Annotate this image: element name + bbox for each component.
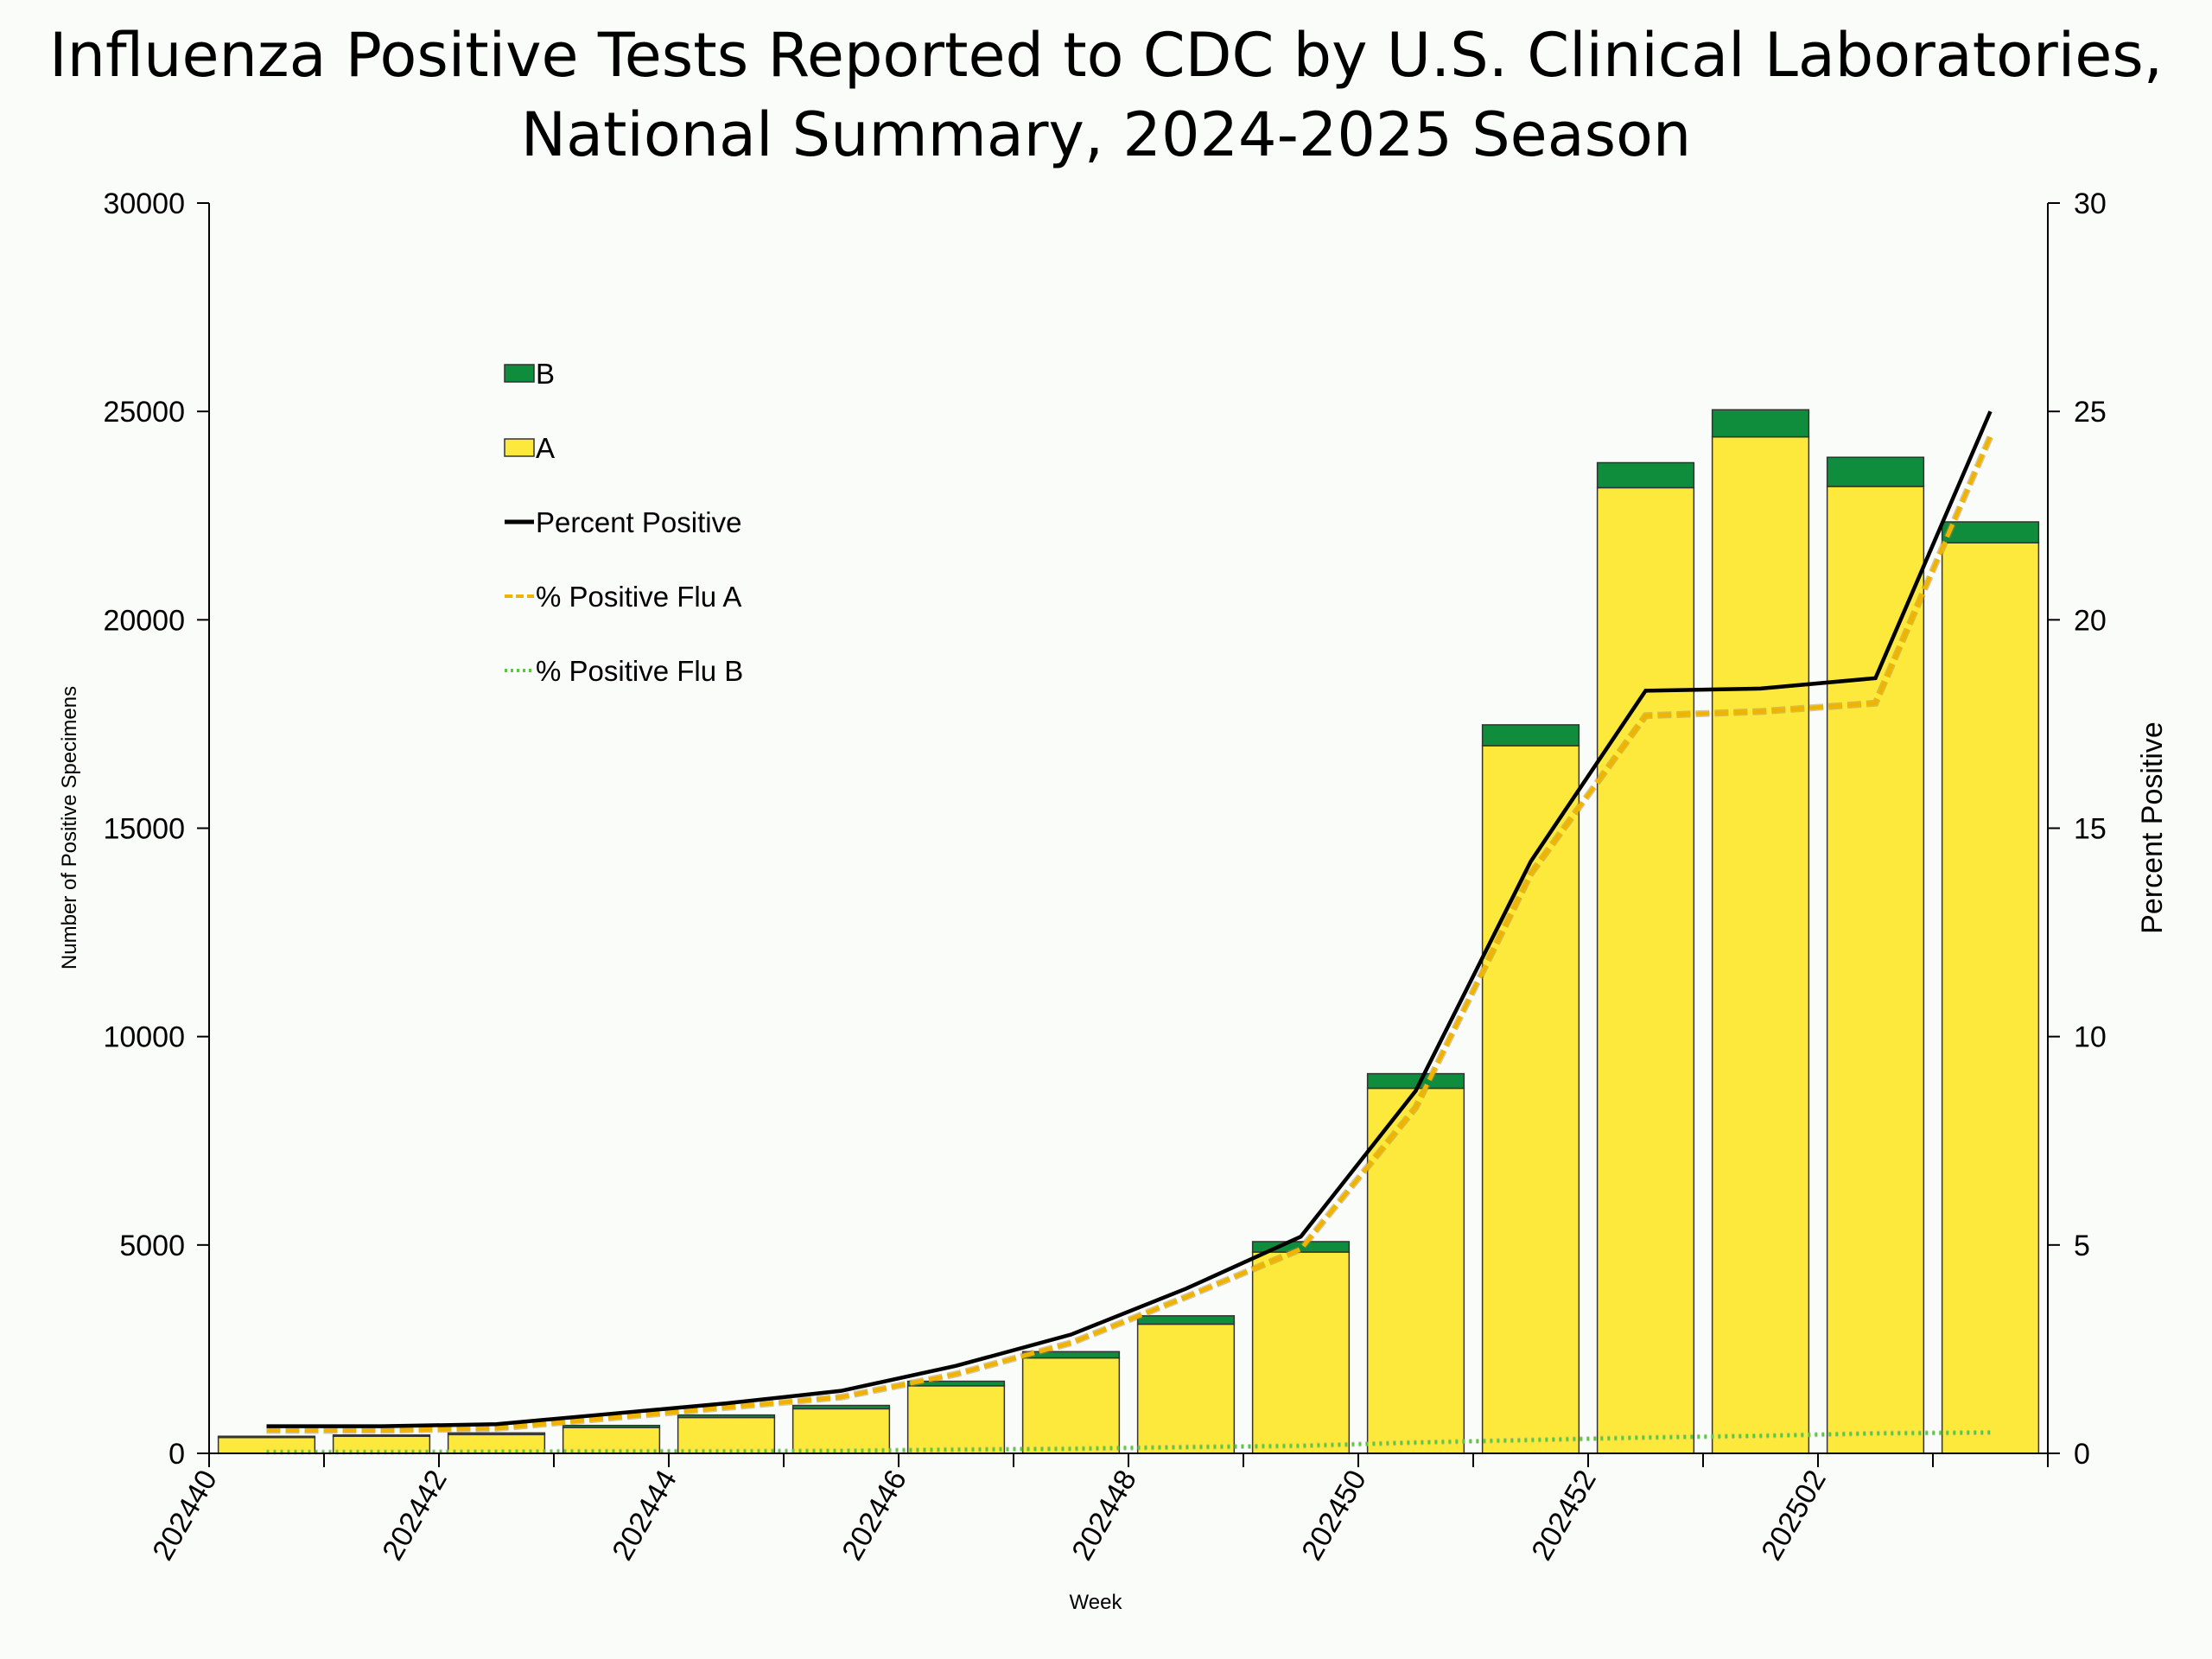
bar-a-202501 — [1711, 435, 1810, 1454]
legend-item-3: % Positive Flu A — [505, 581, 741, 613]
bar-a-202441 — [332, 1435, 431, 1454]
bar-a-202447 — [1021, 1357, 1121, 1454]
bar-b-202443 — [562, 1424, 661, 1428]
x-tick-label-202444: 202444 — [606, 1465, 683, 1566]
legend-label: Percent Positive — [536, 506, 741, 538]
legend-swatch — [504, 364, 535, 383]
plot-area: 0500010000150002000025000300000510152025… — [103, 188, 2106, 1566]
bar-a-202448 — [1136, 1323, 1236, 1454]
chart-title: Influenza Positive Tests Reported to CDC… — [49, 20, 2163, 91]
legend-item-2: Percent Positive — [505, 506, 741, 538]
legend-swatch — [504, 438, 535, 457]
y-tick-label: 25000 — [103, 396, 185, 429]
y2-tick-label: 30 — [2074, 188, 2107, 220]
bar-b-202501 — [1711, 409, 1810, 438]
bar-a-202450 — [1366, 1087, 1465, 1454]
y-tick-label: 10000 — [103, 1021, 185, 1054]
legend: B A Percent Positive % Positive Flu A % Posi… — [504, 358, 743, 687]
y2-tick-label: 10 — [2074, 1021, 2107, 1054]
chart-subtitle: National Summary, 2024-2025 Season — [521, 99, 1692, 170]
legend-label: % Positive Flu B — [536, 655, 743, 687]
bar-a-202503 — [1941, 542, 2040, 1454]
legend-label: % Positive Flu A — [536, 581, 741, 613]
bar-a-202452 — [1596, 486, 1695, 1454]
bar-a-202451 — [1481, 745, 1580, 1454]
bar-b-202445 — [791, 1404, 891, 1410]
bar-b-202503 — [1941, 521, 2040, 543]
x-tick-label-202452: 202452 — [1525, 1465, 1603, 1566]
bar-a-202444 — [677, 1416, 776, 1454]
x-tick-label-202450: 202450 — [1295, 1465, 1373, 1566]
x-tick-label-202442: 202442 — [376, 1465, 454, 1566]
y-tick-label: 5000 — [119, 1230, 185, 1262]
bar-a-202445 — [791, 1408, 891, 1454]
bar-b-202452 — [1596, 461, 1695, 489]
x-tick-label-202448: 202448 — [1065, 1465, 1143, 1566]
bar-a-202443 — [562, 1427, 661, 1454]
bar-b-202451 — [1481, 724, 1580, 747]
x-tick-label-202502: 202502 — [1755, 1465, 1833, 1566]
y-axis-label: Number of Positive Specimens — [58, 686, 81, 969]
x-tick-label-202446: 202446 — [836, 1465, 913, 1566]
bar-b-202441 — [332, 1434, 431, 1437]
bar-b-202447 — [1021, 1351, 1121, 1359]
legend-item-4: % Positive Flu B — [505, 655, 743, 687]
x-tick-label-202440: 202440 — [146, 1465, 224, 1566]
bar-b-202440 — [217, 1435, 316, 1439]
y-tick-label: 30000 — [103, 188, 185, 220]
legend-item-0: B — [504, 358, 555, 390]
bar-b-202450 — [1366, 1072, 1465, 1090]
x-axis-label: Week — [1070, 1591, 1123, 1614]
bar-b-202444 — [677, 1414, 776, 1419]
bar-b-202448 — [1136, 1315, 1236, 1325]
y-tick-label: 20000 — [103, 604, 185, 637]
line-percent-positive — [266, 410, 1993, 1428]
bar-a-202502 — [1826, 486, 1925, 1454]
bar-b-202446 — [906, 1380, 1006, 1387]
legend-item-1: A — [504, 432, 555, 464]
y2-tick-label: 0 — [2074, 1438, 2090, 1471]
y2-tick-label: 25 — [2074, 396, 2107, 429]
legend-label: B — [536, 358, 555, 390]
y2-axis-label: Percent Positive — [2136, 721, 2169, 934]
bar-a-202446 — [906, 1385, 1006, 1454]
line-pct-flu-a — [266, 435, 1993, 1433]
y2-tick-label: 20 — [2074, 604, 2107, 637]
bar-a-202449 — [1251, 1251, 1351, 1454]
y-tick-label: 0 — [168, 1438, 185, 1471]
bar-b-202502 — [1826, 456, 1925, 487]
y2-tick-label: 5 — [2074, 1230, 2090, 1262]
bar-b-202442 — [447, 1432, 546, 1436]
y2-tick-label: 15 — [2074, 813, 2107, 846]
y-tick-label: 15000 — [103, 813, 185, 846]
legend-label: A — [536, 432, 555, 464]
